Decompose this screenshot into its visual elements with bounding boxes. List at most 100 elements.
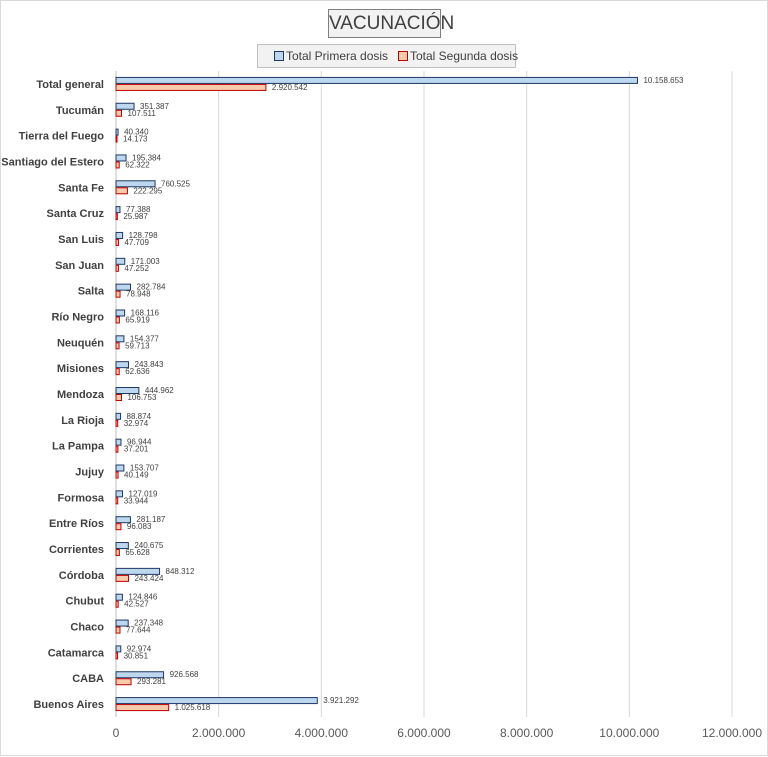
data-label-primera: 40.340 (124, 128, 149, 137)
bar-segunda-dosis (115, 264, 119, 272)
data-label-segunda: 62.636 (125, 367, 150, 376)
category-label: Jujuy (75, 467, 105, 479)
bar-primera-dosis (115, 154, 127, 162)
bar-segunda-dosis (115, 83, 267, 91)
data-label-segunda: 2.920.542 (272, 83, 308, 92)
category-label: CABA (72, 673, 104, 685)
bar-segunda-dosis (115, 600, 119, 608)
category-label: Córdoba (59, 570, 105, 582)
bar-segunda-dosis (115, 497, 119, 505)
data-label-segunda: 78.948 (126, 290, 151, 299)
category-label: San Juan (55, 260, 104, 272)
data-label-segunda: 96.083 (127, 522, 152, 531)
bar-primera-dosis (115, 697, 318, 705)
bar-primera-dosis (115, 593, 123, 601)
bar-primera-dosis (115, 257, 126, 265)
data-label-segunda: 33.944 (124, 496, 149, 505)
data-label-segunda: 42.527 (124, 600, 149, 609)
data-label-primera: 3.921.292 (323, 696, 359, 705)
data-label-segunda: 77.644 (126, 626, 151, 635)
bar-segunda-dosis (115, 342, 120, 350)
bar-primera-dosis (115, 619, 129, 627)
category-label: Tucumán (56, 105, 104, 117)
bar-primera-dosis (115, 361, 130, 369)
bar-segunda-dosis (115, 316, 120, 324)
data-label-primera: 10.158.653 (643, 76, 684, 85)
data-label-segunda: 65.628 (125, 548, 150, 557)
bar-segunda-dosis (115, 678, 132, 686)
data-label-primera: 243.843 (135, 360, 164, 369)
category-label: Catamarca (48, 647, 105, 659)
data-label-segunda: 14.173 (123, 135, 148, 144)
x-tick-label: 10.000.000 (599, 726, 659, 740)
bar-segunda-dosis (115, 238, 119, 246)
data-label-segunda: 32.974 (124, 419, 149, 428)
bar-primera-dosis (115, 335, 125, 343)
bar-segunda-dosis (115, 652, 119, 660)
data-label-primera: 77.388 (126, 205, 151, 214)
bar-primera-dosis (115, 180, 156, 188)
data-label-primera: 351.387 (140, 102, 169, 111)
category-label: Santa Cruz (47, 208, 105, 220)
data-label-segunda: 59.713 (125, 341, 150, 350)
data-label-primera: 128.798 (129, 231, 158, 240)
data-label-primera: 88.874 (127, 412, 152, 421)
bar-primera-dosis (115, 412, 122, 420)
x-tick-label: 4.000.000 (295, 726, 349, 740)
bar-segunda-dosis (115, 368, 120, 376)
data-label-primera: 926.568 (170, 670, 199, 679)
category-label: Misiones (57, 363, 104, 375)
data-label-segunda: 47.252 (124, 264, 149, 273)
category-label: Buenos Aires (33, 699, 104, 711)
category-label: Santa Fe (58, 182, 104, 194)
bar-primera-dosis (115, 671, 165, 679)
bar-segunda-dosis (115, 549, 120, 557)
x-tick-label: 2.000.000 (192, 726, 246, 740)
data-label-segunda: 25.987 (123, 212, 148, 221)
data-label-primera: 154.377 (130, 334, 159, 343)
category-label: San Luis (58, 234, 104, 246)
data-label-segunda: 62.322 (125, 160, 150, 169)
data-label-primera: 444.962 (145, 386, 174, 395)
bar-primera-dosis (115, 516, 131, 524)
data-label-primera: 195.384 (132, 153, 161, 162)
category-label: Santiago del Estero (1, 156, 104, 168)
data-label-primera: 124.846 (128, 593, 157, 602)
legend-label-primera: Total Primera dosis (286, 49, 389, 63)
data-label-primera: 171.003 (131, 257, 160, 266)
bar-segunda-dosis (115, 704, 170, 712)
bar-primera-dosis (115, 76, 638, 84)
bar-segunda-dosis (115, 394, 122, 401)
data-label-primera: 237.348 (134, 619, 163, 628)
bar-segunda-dosis (115, 419, 119, 427)
bar-primera-dosis (115, 283, 132, 291)
category-label: La Pampa (52, 441, 105, 453)
bar-segunda-dosis (115, 290, 121, 298)
bar-primera-dosis (115, 231, 124, 239)
data-label-primera: 127.019 (129, 489, 158, 498)
bar-primera-dosis (115, 128, 119, 136)
data-label-primera: 96.944 (127, 438, 152, 447)
x-tick-label: 8.000.000 (500, 726, 554, 740)
data-label-segunda: 65.919 (125, 315, 150, 324)
chart-legend: Total Primera dosis Total Segunda dosis (257, 44, 518, 68)
data-label-segunda: 1.025.618 (175, 703, 211, 712)
chart-title: VACUNACIÓN (328, 9, 454, 38)
data-label-segunda: 243.424 (134, 574, 163, 583)
bar-segunda-dosis (115, 574, 129, 582)
data-label-segunda: 107.511 (128, 109, 157, 118)
x-tick-label: 12.000.000 (702, 726, 762, 740)
category-label: Chaco (70, 622, 104, 634)
data-label-primera: 153.707 (130, 464, 159, 473)
bar-primera-dosis (115, 309, 126, 317)
bar-segunda-dosis (115, 135, 118, 143)
data-label-primera: 240.675 (134, 541, 163, 550)
data-label-segunda: 106.753 (127, 393, 156, 402)
bar-primera-dosis (115, 490, 124, 498)
bar-primera-dosis (115, 438, 122, 446)
bar-segunda-dosis (115, 187, 128, 195)
data-label-primera: 168.116 (131, 308, 160, 317)
legend-swatch-segunda (398, 51, 408, 61)
data-label-segunda: 37.201 (124, 445, 149, 454)
